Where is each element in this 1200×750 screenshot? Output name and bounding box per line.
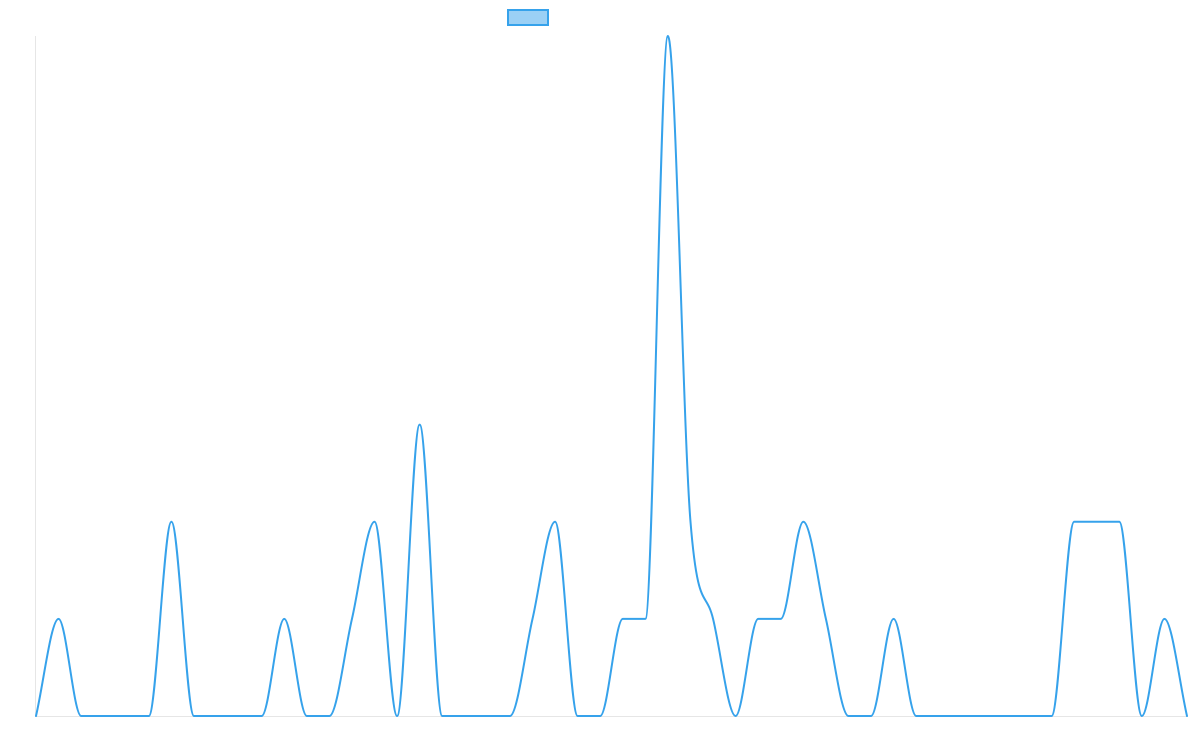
data-point-0-19[interactable] [461, 712, 469, 720]
data-point-0-44[interactable] [1025, 712, 1033, 720]
data-point-0-0[interactable] [32, 712, 40, 720]
data-point-0-20[interactable] [483, 712, 491, 720]
data-point-0-41[interactable] [957, 712, 965, 720]
data-point-0-37[interactable] [867, 712, 875, 720]
data-point-0-5[interactable] [145, 712, 153, 720]
data-point-0-21[interactable] [506, 712, 514, 720]
data-point-0-36[interactable] [844, 712, 852, 720]
data-point-0-43[interactable] [1002, 712, 1010, 720]
data-point-0-12[interactable] [303, 712, 311, 720]
data-point-0-42[interactable] [980, 712, 988, 720]
data-point-0-17[interactable] [416, 421, 424, 429]
data-point-0-51[interactable] [1183, 712, 1191, 720]
data-point-0-23[interactable] [551, 518, 559, 526]
data-point-0-1[interactable] [55, 615, 63, 623]
data-point-0-18[interactable] [438, 712, 446, 720]
data-point-0-25[interactable] [596, 712, 604, 720]
data-point-0-11[interactable] [280, 615, 288, 623]
data-point-0-33[interactable] [777, 615, 785, 623]
data-point-0-3[interactable] [100, 712, 108, 720]
legend-swatch[interactable] [507, 9, 549, 26]
data-point-0-30[interactable] [709, 615, 717, 623]
data-point-0-32[interactable] [754, 615, 762, 623]
data-point-0-40[interactable] [935, 712, 943, 720]
data-point-0-14[interactable] [348, 615, 356, 623]
data-point-0-31[interactable] [732, 712, 740, 720]
series-layer [32, 32, 1191, 720]
data-point-0-13[interactable] [325, 712, 333, 720]
data-point-0-48[interactable] [1115, 518, 1123, 526]
data-point-0-46[interactable] [1070, 518, 1078, 526]
data-point-0-50[interactable] [1160, 615, 1168, 623]
data-point-0-45[interactable] [1048, 712, 1056, 720]
data-point-0-38[interactable] [890, 615, 898, 623]
data-point-0-9[interactable] [235, 712, 243, 720]
data-point-0-39[interactable] [912, 712, 920, 720]
data-point-0-28[interactable] [664, 32, 672, 40]
data-point-0-2[interactable] [77, 712, 85, 720]
data-point-0-16[interactable] [393, 712, 401, 720]
data-point-0-34[interactable] [799, 518, 807, 526]
data-point-0-8[interactable] [213, 712, 221, 720]
data-point-0-47[interactable] [1093, 518, 1101, 526]
data-point-0-4[interactable] [122, 712, 130, 720]
data-point-0-27[interactable] [641, 615, 649, 623]
data-point-0-35[interactable] [822, 615, 830, 623]
data-point-0-10[interactable] [258, 712, 266, 720]
data-point-0-22[interactable] [529, 615, 537, 623]
data-point-0-29[interactable] [686, 518, 694, 526]
data-point-0-24[interactable] [574, 712, 582, 720]
data-point-0-7[interactable] [190, 712, 198, 720]
series-line-0 [35, 35, 1188, 717]
data-point-0-26[interactable] [619, 615, 627, 623]
data-point-0-15[interactable] [371, 518, 379, 526]
data-point-0-49[interactable] [1138, 712, 1146, 720]
data-point-0-6[interactable] [167, 518, 175, 526]
